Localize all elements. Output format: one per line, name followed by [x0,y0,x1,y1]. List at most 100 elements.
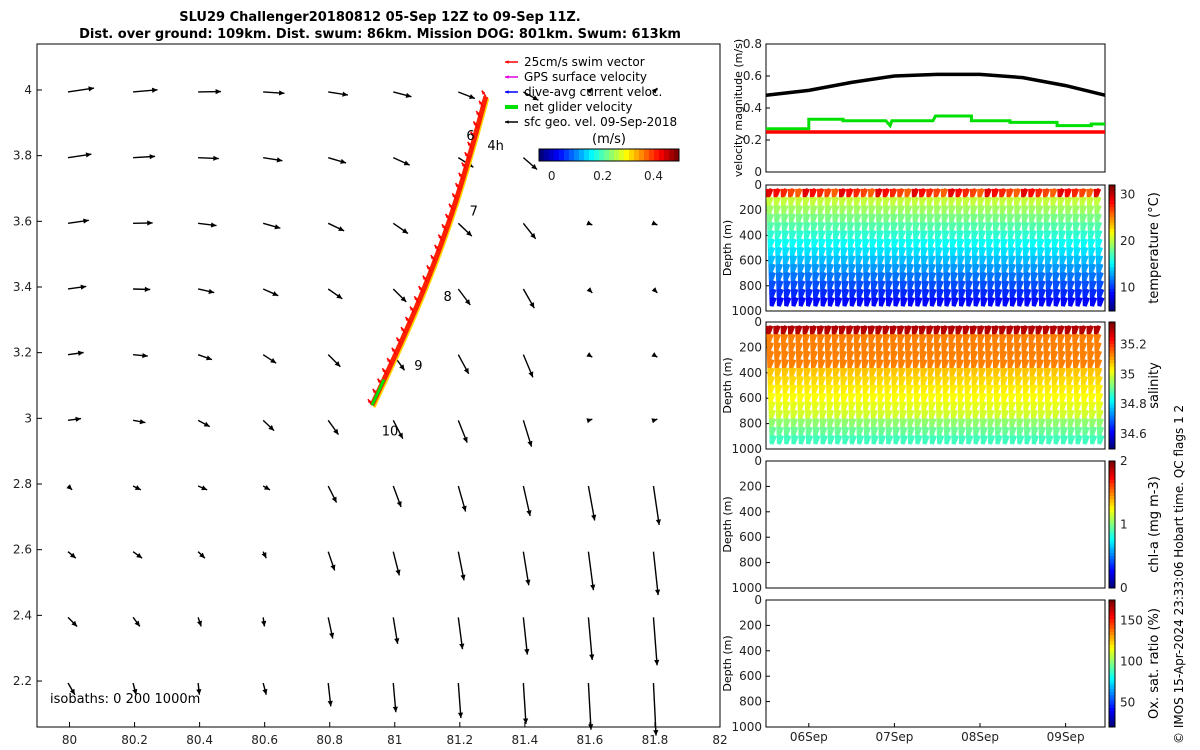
colorbar-cell [1109,537,1115,541]
profile-segment [805,288,813,299]
profile-segment [885,288,894,299]
profile-segment [817,350,826,361]
profile-segment [1021,358,1030,369]
colorbar-frame [538,148,680,162]
profile-segment [920,367,928,378]
x-tick-label: 80.8 [316,733,343,747]
profile-segment [833,246,841,257]
colorbar-cell [554,149,560,161]
profile-segment [1071,188,1080,198]
profile-segment [1097,434,1105,445]
profile-segment [839,358,848,369]
profile-segment [1082,296,1090,307]
profile-segment [1016,296,1025,307]
profile-segment [957,384,965,395]
profile-segment [773,325,781,335]
profile-segment [797,255,805,265]
swim-vector [386,357,392,365]
profile-segment [869,367,877,378]
profile-segment [1035,341,1044,352]
profile-segment [833,392,842,403]
current-vector [392,420,404,439]
profile-segment [882,333,891,344]
profile-segment [1094,213,1102,223]
profile-segment [854,367,863,378]
profile-segment [1051,384,1060,395]
profile-segment [819,271,827,282]
profile-segment [919,196,927,207]
profile-segment [984,325,992,335]
profile-segment [1013,188,1022,198]
profile-segment [899,401,907,411]
profile-segment [827,417,835,428]
profile-segment [1096,263,1104,274]
profile-segment [861,358,870,369]
profile-segment [868,350,877,361]
colorbar-cell [1109,433,1115,437]
colorbar-cell [1109,660,1115,664]
profile-segment [941,196,949,207]
profile-segment [1037,255,1045,265]
profile-segment [1014,341,1022,352]
section-frame [765,599,1106,728]
profile-segment [768,255,776,265]
profile-segment [1060,296,1069,307]
profile-segment [856,280,864,290]
profile-segment [978,367,986,378]
profile-segment [1015,392,1024,403]
current-vector [586,418,593,424]
profile-segment [846,188,854,198]
y-tick-label: 600 [739,530,762,544]
swim-vector [464,151,470,159]
profile-segment [1043,221,1052,232]
profile-segment [1073,238,1081,249]
profile-segment [921,401,929,411]
colorbar-cell [1109,360,1115,364]
profile-segment [956,367,965,378]
current-vector [392,288,407,303]
profile-segment [1037,263,1046,274]
profile-segment [776,280,784,290]
colorbar-cell [1109,653,1115,658]
y-tick-label: 1000 [731,581,762,595]
current-vector [67,682,76,696]
profile-segment [1080,229,1088,240]
profile-segment [854,358,862,369]
profile-segment [948,341,956,352]
colorbar-cell [1109,720,1115,725]
profile-segment [832,350,840,361]
colorbar-cell [589,149,595,161]
profile-segment [846,213,855,223]
profile-segment [978,221,986,232]
profile-segment [1014,213,1022,223]
profile-segment [826,409,835,420]
profile-segment [834,271,842,282]
profile-segment [767,238,775,249]
profile-segment [1036,221,1044,232]
profile-segment [904,204,913,215]
profile-segment [1044,375,1052,386]
profile-segment [1080,384,1089,395]
profile-segment [826,255,834,265]
profile-segment [810,204,818,215]
profile-segment [1007,213,1015,223]
profile-segment [971,246,980,257]
x-tick-label: 07Sep [875,730,913,744]
y-tick-label: 0.8 [743,37,762,51]
profile-segment [980,426,988,437]
profile-segment [948,213,957,223]
profile-segment [833,263,842,274]
legend-swatch [505,120,518,124]
velocity-ylabel: velocity magnitude (m/s) [732,39,745,177]
colorbar-cell [1109,188,1115,192]
profile-segment [1066,238,1074,249]
profile-segment [1022,392,1031,403]
current-vector [522,617,530,655]
profile-segment [855,401,864,411]
profile-segment [1021,204,1029,215]
colorbar-cell [1109,191,1115,195]
profile-segment [884,392,893,403]
profile-segment [884,263,893,274]
profile-segment [942,238,950,249]
